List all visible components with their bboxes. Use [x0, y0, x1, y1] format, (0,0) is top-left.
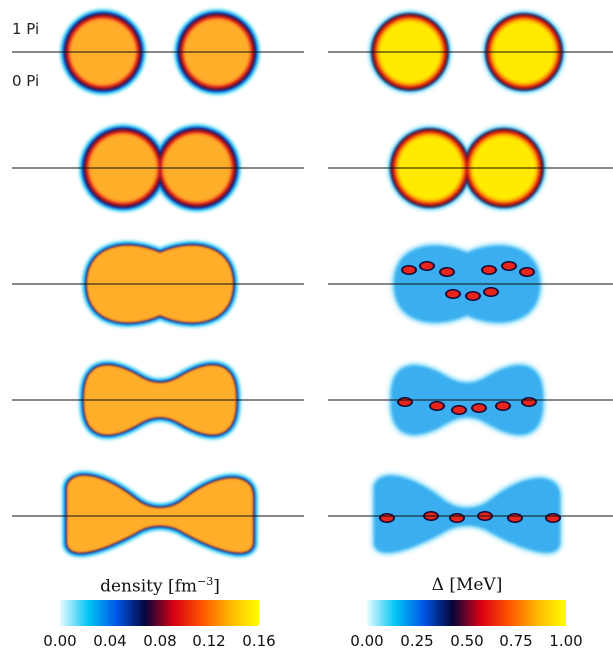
gap-spot — [431, 402, 443, 410]
gap-tick: 1.00 — [549, 632, 583, 650]
gap-spot — [473, 404, 485, 412]
density-tick: 0.16 — [242, 632, 276, 650]
gap-spot — [521, 268, 533, 276]
density-tick: 0.00 — [43, 632, 77, 650]
gap-colorbar — [367, 600, 566, 626]
density-tick: 0.12 — [192, 632, 226, 650]
gap-spot — [467, 292, 479, 300]
gap-spot — [403, 266, 415, 274]
gap-tick: 0.50 — [450, 632, 484, 650]
gap-spot — [503, 262, 515, 270]
label-1pi: 1 Pi — [12, 20, 40, 38]
nucleus-shape — [374, 476, 560, 552]
label-0pi: 0 Pi — [12, 72, 40, 90]
density-colorbar-title: density [fm−3] — [100, 575, 220, 597]
gap-spot — [447, 290, 459, 298]
gap-spot — [421, 262, 433, 270]
gap-tick: 0.75 — [499, 632, 533, 650]
gap-spot — [497, 402, 509, 410]
gap-spot — [485, 288, 497, 296]
density-colorbar — [60, 600, 259, 626]
gap-colorbar-title: Δ [MeV] — [431, 575, 503, 595]
density-tick: 0.08 — [143, 632, 177, 650]
gap-spot — [453, 406, 465, 414]
gap-spot — [483, 266, 495, 274]
nucleus-shape — [67, 476, 253, 552]
density-panel — [61, 469, 259, 559]
density-tick: 0.04 — [93, 632, 127, 650]
gap-panel — [369, 470, 565, 558]
gap-tick: 0.00 — [350, 632, 384, 650]
gap-spot — [441, 268, 453, 276]
gap-tick: 0.25 — [400, 632, 434, 650]
